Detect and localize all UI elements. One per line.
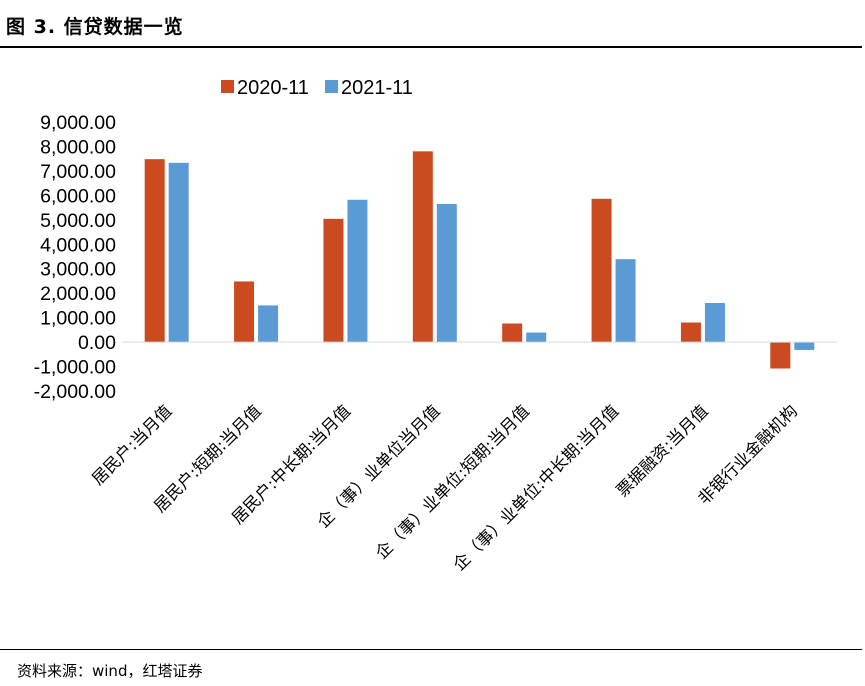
- y-tick-label: 9,000.00: [40, 112, 116, 134]
- legend-swatch-2020-11: [221, 80, 234, 93]
- y-tick-label: 0.00: [78, 332, 116, 354]
- bar-2021-11-1: [258, 305, 279, 343]
- y-tick-label: 1,000.00: [40, 308, 116, 330]
- bar-group: [144, 151, 815, 369]
- bar-2020-11-6: [680, 322, 701, 343]
- x-axis: 居民户:当月值居民户:短期:当月值居民户:中长期:当月值企（事）业单位当月值企（…: [88, 401, 801, 574]
- bar-2020-11-1: [234, 281, 255, 343]
- bar-2021-11-5: [615, 259, 636, 343]
- credit-bar-chart: 2020-11 2021-11 9,000.008,000.00 7,000.006…: [34, 77, 837, 574]
- bar-2021-11-6: [704, 302, 725, 343]
- y-tick-label: 5,000.00: [40, 210, 116, 232]
- bar-2021-11-2: [347, 199, 368, 343]
- x-tick-label: 票据融资:当月值: [613, 401, 712, 500]
- title-rule: [0, 46, 862, 48]
- figure-title: 图 3. 信贷数据一览: [6, 16, 184, 38]
- x-tick-label: 非银行业金融机构: [694, 401, 801, 508]
- x-tick-label: 居民户:当月值: [88, 401, 175, 488]
- bar-2021-11-4: [526, 332, 547, 343]
- y-tick-label: -2,000.00: [34, 381, 117, 403]
- x-tick-label: 企（事）业单位:中长期:当月值: [449, 401, 622, 574]
- chart-legend: 2020-11 2021-11: [221, 77, 413, 99]
- bar-2020-11-7: [770, 342, 791, 369]
- source-note: 资料来源：wind，红塔证券: [17, 662, 203, 680]
- y-tick-label: 4,000.00: [40, 234, 116, 256]
- y-axis: 9,000.008,000.00 7,000.006,000.00 5,000.00…: [34, 112, 117, 403]
- bar-2020-11-5: [591, 198, 612, 343]
- y-tick-label: -1,000.00: [34, 357, 117, 379]
- legend-swatch-2021-11: [325, 80, 338, 93]
- bar-2020-11-2: [323, 218, 344, 343]
- bar-2021-11-7: [794, 342, 815, 350]
- y-tick-label: 2,000.00: [40, 283, 116, 305]
- legend-label-2020-11: 2020-11: [237, 77, 309, 99]
- y-tick-label: 8,000.00: [40, 136, 116, 158]
- x-tick-label: 企（事）业单位:短期:当月值: [372, 401, 533, 562]
- bar-2020-11-4: [502, 323, 523, 343]
- source-rule: [0, 649, 862, 650]
- y-tick-label: 3,000.00: [40, 259, 116, 281]
- legend-label-2021-11: 2021-11: [341, 77, 413, 99]
- bar-2020-11-0: [144, 159, 165, 343]
- y-tick-label: 6,000.00: [40, 185, 116, 207]
- y-tick-label: 7,000.00: [40, 161, 116, 183]
- bar-2021-11-3: [436, 203, 457, 343]
- bar-2021-11-0: [168, 162, 189, 343]
- bar-2020-11-3: [412, 151, 433, 343]
